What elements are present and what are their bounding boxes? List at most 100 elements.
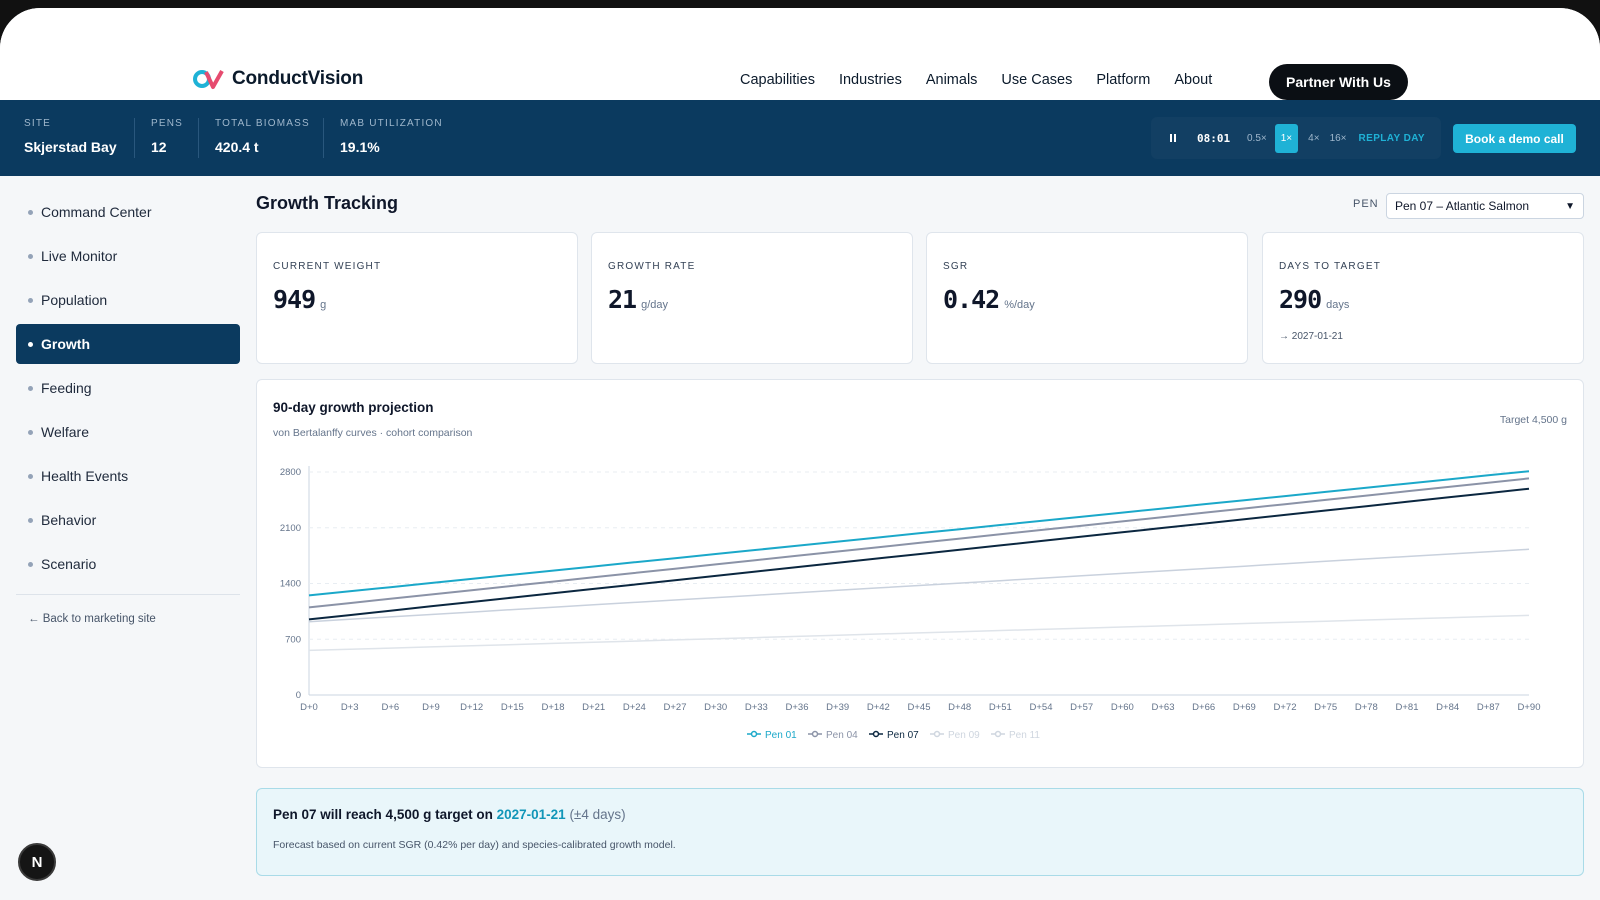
divider <box>323 118 324 158</box>
forecast-headline: Pen 07 will reach 4,500 g target on 2027… <box>273 807 626 822</box>
sidebar-item-scenario[interactable]: Scenario <box>16 544 240 584</box>
sidebar-item-label: Live Monitor <box>41 248 118 264</box>
legend-label: Pen 01 <box>765 730 797 741</box>
kpi-unit: %/day <box>1004 299 1035 311</box>
chart-target-note: Target 4,500 g <box>1499 414 1567 426</box>
speed-16x[interactable]: 16× <box>1329 132 1347 144</box>
back-to-marketing-link[interactable]: ← Back to marketing site <box>28 613 156 625</box>
partner-with-us-button[interactable]: Partner With Us <box>1269 64 1408 100</box>
speed-0-5x[interactable]: 0.5× <box>1247 132 1267 144</box>
sidebar-item-label: Welfare <box>41 424 89 440</box>
sidebar-item-live-monitor[interactable]: Live Monitor <box>16 236 240 276</box>
divider <box>134 118 135 158</box>
replay-day-button[interactable]: REPLAY DAY <box>1358 132 1425 144</box>
series-line-pen-04 <box>308 477 1530 609</box>
sidebar-item-welfare[interactable]: Welfare <box>16 412 240 452</box>
speed-4x[interactable]: 4× <box>1308 132 1320 144</box>
kpi-label: GROWTH RATE <box>608 261 696 272</box>
series-line-pen-07 <box>308 487 1530 621</box>
kpi-unit: g <box>320 299 327 311</box>
stat-site: SITE Skjerstad Bay <box>24 118 117 155</box>
legend-label: Pen 11 <box>1009 730 1040 741</box>
sidebar-item-label: Behavior <box>41 512 97 528</box>
x-tick-label: D+69 <box>1233 702 1256 713</box>
x-tick-label: D+90 <box>1518 702 1541 713</box>
kpi-value: 21 <box>608 285 637 314</box>
x-tick-label: D+36 <box>786 702 809 713</box>
kpi-card-growth-rate: GROWTH RATE 21 g/day <box>591 232 913 364</box>
nav-about[interactable]: About <box>1174 72 1213 88</box>
nav-animals[interactable]: Animals <box>925 72 978 88</box>
legend-label: Pen 09 <box>948 730 980 741</box>
nav-use-cases[interactable]: Use Cases <box>1001 72 1073 88</box>
bullet-icon <box>28 209 33 215</box>
x-tick-label: D+78 <box>1355 702 1378 713</box>
dev-badge[interactable]: N <box>18 843 56 881</box>
stat-total-biomass: TOTAL BIOMASS 420.4 t <box>215 118 310 155</box>
stat-label: PENS <box>151 118 184 129</box>
sidebar-item-population[interactable]: Population <box>16 280 240 320</box>
series-line-pen-11 <box>308 614 1530 652</box>
stat-value: 420.4 t <box>215 139 259 155</box>
kpi-value: 290 <box>1279 285 1322 314</box>
replay-clock: 08:01 <box>1197 131 1231 145</box>
chart-subtitle: von Bertalanffy curves · cohort comparis… <box>273 427 473 439</box>
x-tick-label: D+60 <box>1111 702 1134 713</box>
sidebar-item-label: Population <box>41 292 108 308</box>
sidebar: Command Center Live Monitor Population G… <box>16 192 240 625</box>
x-tick-label: D+48 <box>948 702 971 713</box>
logo-mark-icon <box>193 70 224 89</box>
kpi-unit: g/day <box>641 299 669 311</box>
x-tick-label: D+3 <box>341 702 359 713</box>
replay-player: 08:01 0.5× 1× 4× 16× REPLAY DAY <box>1151 117 1441 159</box>
sidebar-item-label: Health Events <box>41 468 129 484</box>
x-tick-label: D+84 <box>1436 702 1459 713</box>
page-title: Growth Tracking <box>256 193 399 213</box>
nav-platform[interactable]: Platform <box>1096 72 1151 88</box>
x-tick-label: D+51 <box>989 702 1012 713</box>
bullet-icon <box>28 341 33 347</box>
legend-marker <box>811 730 819 738</box>
sidebar-item-growth[interactable]: Growth <box>16 324 240 364</box>
sidebar-item-label: Scenario <box>41 556 97 572</box>
sidebar-item-label: Growth <box>41 336 90 352</box>
pen-select-value: Pen 07 – Atlantic Salmon <box>1395 199 1530 213</box>
x-tick-label: D+24 <box>623 702 646 713</box>
sidebar-item-health-events[interactable]: Health Events <box>16 456 240 496</box>
nav-capabilities[interactable]: Capabilities <box>740 72 815 88</box>
forecast-note: Forecast based on current SGR (0.42% per… <box>273 839 676 851</box>
legend-marker <box>872 730 880 738</box>
stat-label: TOTAL BIOMASS <box>215 118 310 129</box>
bullet-icon <box>28 473 33 479</box>
book-demo-button[interactable]: Book a demo call <box>1453 124 1576 153</box>
bullet-icon <box>28 385 33 391</box>
x-tick-label: D+42 <box>867 702 890 713</box>
brand-logo[interactable]: ConductVision <box>192 68 363 90</box>
kpi-label: CURRENT WEIGHT <box>273 261 382 272</box>
nav-industries[interactable]: Industries <box>838 72 902 88</box>
pause-icon[interactable] <box>1165 130 1181 146</box>
series-line-pen-01 <box>308 470 1530 597</box>
legend-marker <box>750 730 758 738</box>
marketing-header: ConductVision Capabilities Industries An… <box>0 8 1600 100</box>
bullet-icon <box>28 253 33 259</box>
pen-select[interactable]: Pen 07 – Atlantic Salmon ▼ <box>1386 193 1584 219</box>
x-tick-label: D+54 <box>1030 702 1053 713</box>
x-tick-label: D+33 <box>745 702 768 713</box>
forecast-date: 2027-01-21 <box>496 807 566 822</box>
x-tick-label: D+39 <box>826 702 849 713</box>
x-tick-label: D+6 <box>381 702 399 713</box>
sidebar-item-feeding[interactable]: Feeding <box>16 368 240 408</box>
legend-marker <box>933 730 941 738</box>
stat-pens: PENS 12 <box>151 118 183 155</box>
sidebar-item-command-center[interactable]: Command Center <box>16 192 240 232</box>
x-tick-label: D+18 <box>542 702 565 713</box>
sidebar-item-behavior[interactable]: Behavior <box>16 500 240 540</box>
bullet-icon <box>28 297 33 303</box>
kpi-card-sgr: SGR 0.42 %/day <box>926 232 1248 364</box>
x-tick-label: D+0 <box>300 702 318 713</box>
legend-label: Pen 04 <box>826 730 858 741</box>
kpi-card-current-weight: CURRENT WEIGHT 949 g <box>256 232 578 364</box>
speed-1x[interactable]: 1× <box>1274 123 1299 153</box>
kpi-value: 0.42 <box>943 285 1000 314</box>
